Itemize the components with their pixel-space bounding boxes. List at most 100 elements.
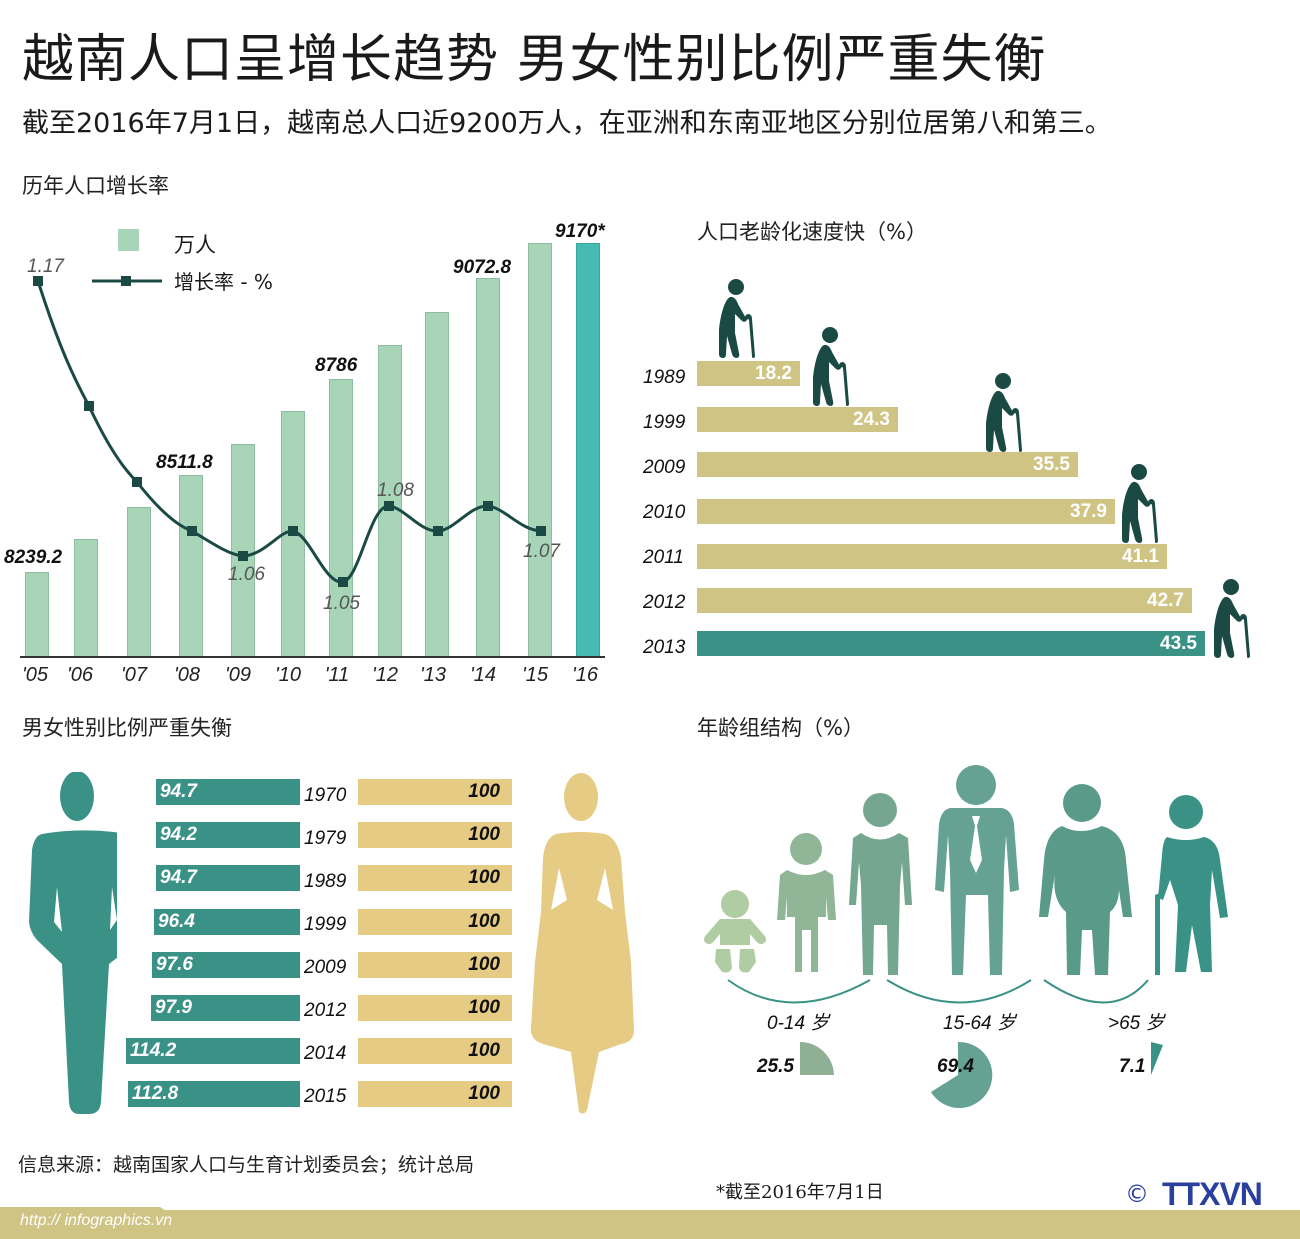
aging-bar-1989: 18.2 (697, 361, 800, 386)
pie-0-14 (800, 1042, 834, 1075)
sex-ratio-chart-title: 男女性别比例严重失衡 (22, 716, 232, 740)
male-bar-1979: 94.2 (156, 822, 300, 848)
age-group-label: 0-14 岁 (767, 1013, 830, 1034)
elder-icon (712, 278, 762, 358)
bar-2015 (528, 243, 552, 657)
x-tick: '07 (120, 664, 148, 686)
x-tick: '06 (66, 664, 94, 686)
age-group-value: 7.1 (1119, 1056, 1146, 1077)
aging-year: 1989 (643, 367, 686, 388)
adult-icon (935, 765, 1019, 975)
legend-line-label: 增长率 - % (174, 270, 273, 294)
aging-year: 2009 (643, 457, 686, 478)
bar-2007 (127, 507, 151, 657)
x-tick: '08 (173, 664, 201, 686)
sex-ratio-year: 1989 (304, 871, 347, 892)
footnote: *截至2016年7月1日 (716, 1182, 884, 1203)
aging-bar-2013: 43.5 (697, 631, 1205, 656)
age-group-label: >65 岁 (1108, 1013, 1165, 1034)
age-figures (704, 765, 1228, 1108)
value-label-2014: 9072.8 (453, 257, 512, 278)
x-tick: '11 (324, 664, 350, 686)
legend-bar-label: 万人 (174, 233, 216, 257)
bar-2006 (74, 539, 98, 657)
footer-band (0, 1210, 1300, 1239)
teen-icon (849, 793, 912, 975)
male-bar-1989: 94.7 (156, 865, 300, 891)
legend-line-swatch (92, 276, 162, 286)
male-bar-2009: 97.6 (152, 952, 300, 978)
ttxvn-logo[interactable]: TTXVN (1162, 1176, 1263, 1212)
copyright-icon: © (1125, 1180, 1149, 1208)
x-axis-line (20, 656, 605, 658)
heavy-adult-icon (1039, 784, 1132, 975)
male-bar-2014: 114.2 (126, 1038, 300, 1064)
age-structure-chart-title: 年龄组结构（%） (697, 716, 864, 740)
x-tick: '14 (469, 664, 497, 686)
female-bar-1979: 100 (358, 822, 512, 848)
baby-icon (704, 890, 766, 973)
aging-year: 2013 (643, 637, 686, 658)
female-bar-2014: 100 (358, 1038, 512, 1064)
aging-year: 2012 (643, 592, 686, 613)
aging-bar-2010: 37.9 (697, 499, 1115, 524)
sex-ratio-year: 2015 (304, 1086, 347, 1107)
elder-icon (979, 372, 1029, 452)
source-note: 信息来源：越南国家人口与生育计划委员会；统计总局 (18, 1154, 475, 1176)
male-silhouette-icon (29, 772, 117, 1114)
x-tick: '09 (224, 664, 252, 686)
x-tick: '05 (21, 664, 49, 686)
growth-rate-line (33, 276, 546, 587)
value-label-2008: 8511.8 (156, 452, 213, 473)
sex-ratio-year: 2009 (304, 957, 347, 978)
female-bar-1970: 100 (358, 779, 512, 805)
elder-icon (1115, 463, 1165, 543)
rate-label-2015: 1.07 (523, 541, 560, 562)
aging-year: 2011 (643, 547, 684, 568)
rate-label-2011: 1.05 (323, 593, 360, 614)
male-bar-1970: 94.7 (156, 779, 300, 805)
elder-icon (806, 326, 856, 406)
x-tick: '13 (419, 664, 447, 686)
bar-2011 (329, 379, 353, 657)
page-subtitle: 截至2016年7月1日，越南总人口近9200万人，在亚洲和东南亚地区分别位居第八… (22, 108, 1112, 139)
male-bar-1999: 96.4 (154, 909, 300, 935)
bar-2016 (576, 243, 600, 657)
sex-ratio-year: 2012 (304, 1000, 347, 1021)
pie-65plus (1151, 1042, 1163, 1075)
age-group-label: 15-64 岁 (943, 1013, 1016, 1034)
female-bar-2015: 100 (358, 1081, 512, 1107)
male-bar-2012: 97.9 (151, 995, 300, 1021)
aging-bar-2009: 35.5 (697, 452, 1078, 477)
aging-bar-1999: 24.3 (697, 407, 898, 432)
elder-cane-icon (1155, 795, 1228, 975)
child-icon (777, 833, 836, 972)
value-label-2005: 8239.2 (4, 547, 63, 568)
value-label-2016: 9170* (555, 221, 605, 242)
aging-year: 1999 (643, 412, 686, 433)
sex-ratio-year: 1979 (304, 828, 347, 849)
female-silhouette-icon (530, 773, 634, 1114)
elder-icon (1207, 578, 1257, 658)
rate-label-2012: 1.08 (377, 480, 414, 501)
age-group-value: 25.5 (757, 1056, 794, 1077)
x-tick: '12 (371, 664, 399, 686)
bar-2013 (425, 312, 449, 657)
bar-2014 (476, 278, 500, 657)
aging-chart-title: 人口老龄化速度快（%） (697, 220, 927, 244)
aging-bar-2011: 41.1 (697, 544, 1167, 569)
x-tick: '10 (274, 664, 302, 686)
page-title: 越南人口呈增长趋势 男女性别比例严重失衡 (22, 30, 1047, 90)
sex-ratio-year: 1999 (304, 914, 347, 935)
bar-2005 (25, 572, 49, 657)
bar-2009 (231, 444, 255, 657)
female-bar-2012: 100 (358, 995, 512, 1021)
footer-url-link[interactable]: http:// infographics.vn (20, 1212, 173, 1229)
female-bar-1999: 100 (358, 909, 512, 935)
female-bar-2009: 100 (358, 952, 512, 978)
x-tick: '16 (571, 664, 599, 686)
female-bar-1989: 100 (358, 865, 512, 891)
male-bar-2015: 112.8 (128, 1081, 300, 1107)
sex-ratio-year: 1970 (304, 785, 347, 806)
value-label-2011: 8786 (315, 355, 358, 376)
